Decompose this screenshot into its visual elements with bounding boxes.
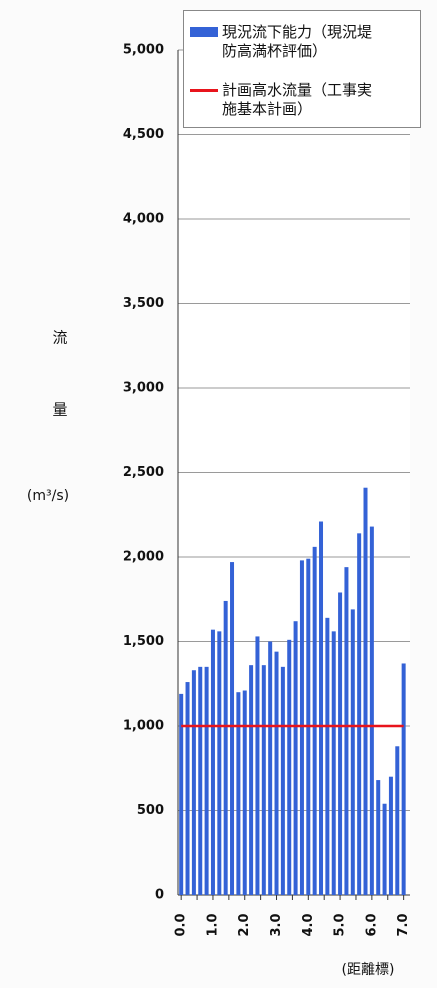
- bar: [312, 546, 317, 895]
- y-axis-unit: (m³/s): [27, 488, 69, 504]
- y-axis-label: 量: [52, 401, 67, 419]
- bar: [242, 690, 247, 895]
- x-axis-label: (距離標): [342, 961, 395, 978]
- x-tick-label: 5.0: [333, 913, 348, 936]
- bar: [255, 636, 260, 895]
- bar: [210, 629, 215, 895]
- bar: [319, 521, 324, 895]
- bar: [198, 666, 203, 895]
- bar: [287, 639, 292, 895]
- y-axis-label: 流: [52, 329, 67, 347]
- y-tick-label: 3,000: [123, 381, 164, 396]
- y-tick-label: 2,000: [123, 550, 164, 565]
- bar: [223, 600, 228, 895]
- bar: [338, 592, 343, 895]
- y-tick-label: 0: [155, 888, 164, 903]
- bar: [344, 567, 349, 895]
- bar: [376, 780, 381, 895]
- y-tick-label: 4,500: [123, 127, 164, 142]
- x-tick-label: 2.0: [237, 913, 252, 936]
- bar: [274, 651, 279, 895]
- x-tick-label: 6.0: [364, 913, 379, 936]
- legend-swatch: [190, 89, 218, 92]
- y-tick-label: 3,500: [123, 296, 164, 311]
- bar: [280, 666, 285, 895]
- y-tick-label: 2,500: [123, 465, 164, 480]
- bar: [299, 560, 304, 895]
- y-tick-label: 1,000: [123, 719, 164, 734]
- y-tick-label: 1,500: [123, 634, 164, 649]
- x-tick-label: 1.0: [205, 913, 220, 936]
- bar: [204, 666, 209, 895]
- bar: [357, 533, 362, 895]
- bar: [369, 526, 374, 895]
- x-tick-label: 3.0: [269, 913, 284, 936]
- x-tick-label: 7.0: [396, 913, 411, 936]
- bar: [230, 562, 235, 895]
- bar: [191, 670, 196, 895]
- legend-label: 現況流下能力（現況堤防高満杯評価）: [222, 23, 373, 60]
- legend-label: 計画高水流量（工事実施基本計画）: [222, 81, 373, 118]
- bar: [401, 663, 406, 895]
- bar: [382, 803, 387, 895]
- y-tick-label: 5,000: [123, 43, 164, 58]
- bar: [388, 776, 393, 895]
- bar: [179, 693, 184, 895]
- bar: [249, 665, 254, 895]
- bar: [331, 631, 336, 895]
- bar: [217, 631, 222, 895]
- x-tick-label: 4.0: [301, 913, 316, 936]
- bar: [261, 665, 266, 895]
- bar: [293, 621, 298, 895]
- bar: [185, 682, 190, 895]
- bar: [395, 746, 400, 895]
- y-tick-label: 4,000: [123, 212, 164, 227]
- legend: 現況流下能力（現況堤防高満杯評価） 計画高水流量（工事実施基本計画）: [183, 10, 421, 128]
- bar: [268, 641, 273, 895]
- bar: [236, 692, 241, 895]
- legend-swatch: [190, 27, 218, 37]
- bar: [363, 487, 368, 895]
- x-tick-label: 0.0: [174, 913, 189, 936]
- y-tick-label: 500: [137, 803, 164, 818]
- bar: [350, 609, 355, 895]
- bar: [325, 617, 330, 895]
